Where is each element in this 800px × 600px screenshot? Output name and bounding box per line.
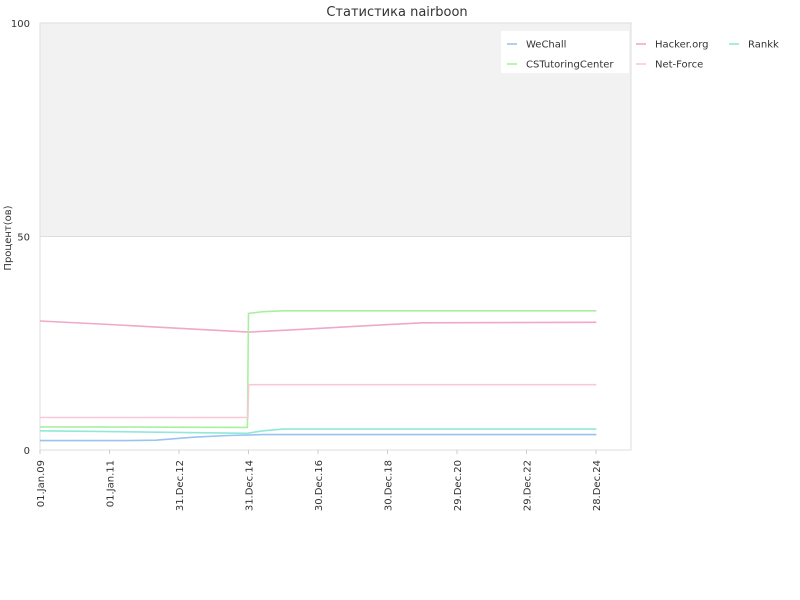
chart-title: Статистика nairboon: [326, 5, 467, 20]
series-line-cstutoringcenter: [39, 310, 597, 429]
x-tick-label: 31.Dec.14: [245, 460, 256, 511]
y-tick-label: 100: [11, 19, 30, 30]
legend-background: [501, 31, 629, 73]
y-axis: 0 50 100: [11, 19, 30, 457]
y-axis-label: Процент(ов): [3, 205, 14, 270]
series-line-hacker-org: [39, 320, 597, 333]
x-tick-label: 01.Jan.09: [36, 460, 47, 507]
x-tick-label: 30.Dec.16: [314, 460, 325, 511]
series-line-net-force: [40, 383, 597, 419]
y-tick-label: 50: [17, 233, 30, 244]
x-tick-label: 28.Dec.24: [592, 460, 603, 511]
legend-label: Rankk: [748, 40, 779, 51]
x-axis: 01.Jan.09 01.Jan.11 31.Dec.12 31.Dec.14 30.D…: [36, 450, 603, 511]
legend-label: Hacker.org: [655, 40, 709, 51]
legend: WeChall Hacker.org Rankk CSTutoringCenter Ne…: [501, 31, 779, 73]
legend-label: WeChall: [526, 40, 566, 51]
legend-label: CSTutoringCenter: [526, 60, 614, 71]
x-tick-label: 01.Jan.11: [106, 460, 117, 507]
x-tick-label: 29.Dec.20: [453, 460, 464, 511]
x-tick-label: 31.Dec.12: [175, 460, 186, 511]
x-tick-label: 29.Dec.22: [523, 460, 534, 511]
series-line-rankk: [39, 428, 597, 435]
y-tick-label: 0: [24, 446, 30, 457]
series-line-wechall: [40, 433, 597, 442]
series-layer: [39, 310, 597, 442]
x-tick-label: 30.Dec.18: [384, 460, 395, 511]
legend-label: Net-Force: [655, 60, 703, 71]
plot-border: [39, 22, 632, 451]
